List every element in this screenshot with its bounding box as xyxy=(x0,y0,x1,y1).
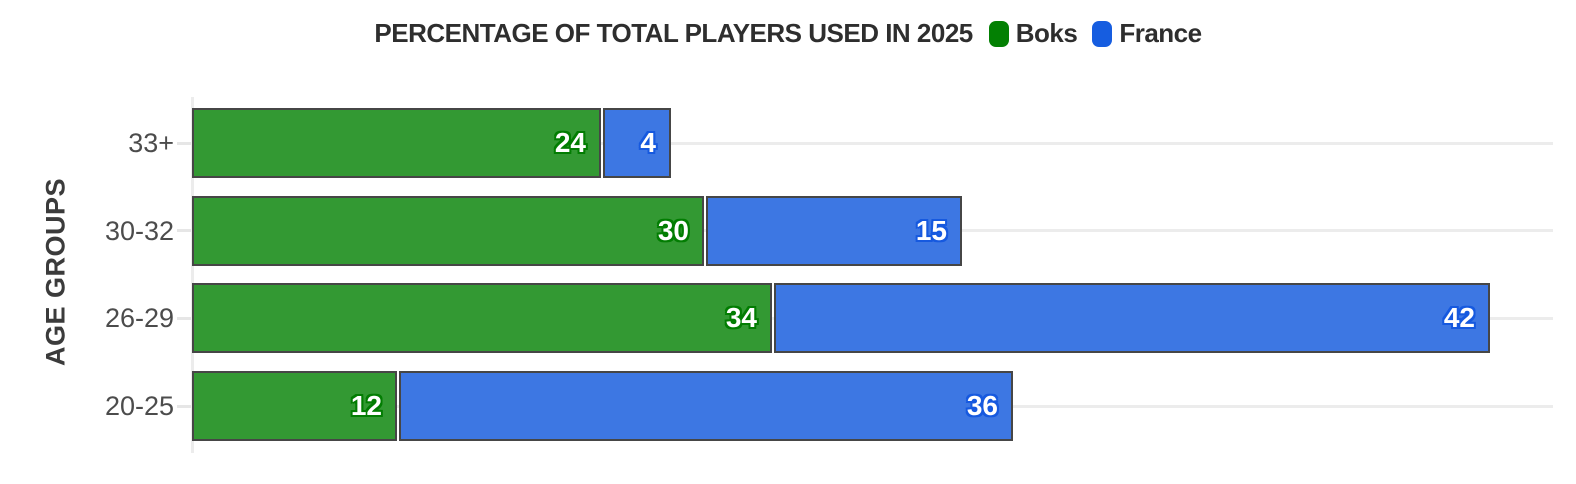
legend-label: Boks xyxy=(1015,18,1078,48)
legend-item-france[interactable]: France xyxy=(1092,18,1202,49)
bar-value-label: 36 xyxy=(966,390,998,422)
bar-segment-boks-30-32[interactable]: 30 xyxy=(192,195,704,266)
bar-segment-boks-33+[interactable]: 24 xyxy=(192,108,601,178)
bar-value-label: 34 xyxy=(725,302,757,334)
category-label: 26-29 xyxy=(104,303,174,334)
category-label: 20-25 xyxy=(104,391,174,422)
bar-value-label: 30 xyxy=(657,214,689,246)
y-axis-tick xyxy=(177,229,191,233)
bar-value-label: 42 xyxy=(1443,302,1475,334)
bar-segment-boks-26-29[interactable]: 34 xyxy=(192,283,772,354)
bar-value-label: 12 xyxy=(350,390,382,422)
legend-item-boks[interactable]: Boks xyxy=(988,18,1078,49)
y-axis-tick xyxy=(177,404,191,408)
bar-segment-france-20-25[interactable]: 36 xyxy=(399,371,1013,442)
legend-label: France xyxy=(1119,18,1202,48)
legend-swatch-icon xyxy=(988,20,1009,47)
gridline xyxy=(192,141,1553,145)
y-axis-title: AGE GROUPS xyxy=(40,177,71,367)
y-axis-tick xyxy=(177,316,191,320)
bar-value-label: 15 xyxy=(915,214,947,246)
chart-title: PERCENTAGE OF TOTAL PLAYERS USED IN 2025 xyxy=(374,18,973,48)
category-label: 33+ xyxy=(128,128,174,158)
legend-swatch-icon xyxy=(1092,20,1113,47)
bar-segment-france-33+[interactable]: 4 xyxy=(603,108,671,178)
chart-header: PERCENTAGE OF TOTAL PLAYERS USED IN 2025… xyxy=(0,18,1576,49)
category-label: 30-32 xyxy=(104,215,174,246)
bar-value-label: 4 xyxy=(640,127,656,158)
legend: Boks France xyxy=(988,18,1202,49)
bar-segment-boks-20-25[interactable]: 12 xyxy=(192,371,397,442)
y-axis-tick xyxy=(177,141,191,145)
y-axis-line xyxy=(191,97,194,453)
bar-value-label: 24 xyxy=(554,127,586,158)
bar-segment-france-26-29[interactable]: 42 xyxy=(774,283,1490,354)
bar-segment-france-30-32[interactable]: 15 xyxy=(706,195,962,266)
